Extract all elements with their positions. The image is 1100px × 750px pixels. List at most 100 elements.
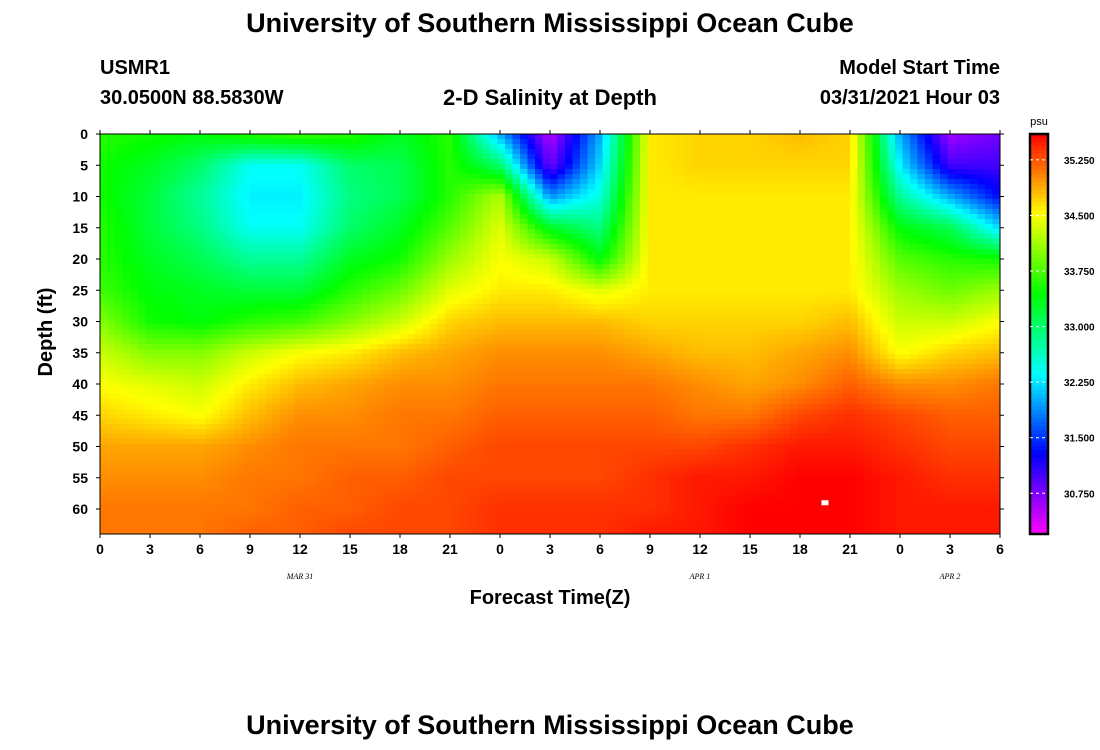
salinity-cell	[145, 154, 154, 160]
salinity-cell	[430, 224, 439, 230]
salinity-cell	[827, 144, 836, 150]
salinity-cell	[902, 244, 911, 250]
salinity-cell	[280, 319, 289, 325]
salinity-cell	[445, 144, 454, 150]
salinity-cell	[392, 264, 401, 270]
salinity-cell	[842, 179, 851, 185]
salinity-cell	[100, 284, 109, 290]
salinity-cell	[152, 269, 161, 275]
salinity-cell	[235, 184, 244, 190]
salinity-cell	[557, 249, 566, 255]
salinity-cell	[625, 199, 634, 205]
salinity-cell	[482, 294, 491, 300]
salinity-cell	[737, 184, 746, 190]
salinity-cell	[895, 179, 904, 185]
salinity-cell	[805, 229, 814, 235]
salinity-cell	[812, 279, 821, 285]
salinity-cell	[955, 324, 964, 330]
salinity-cell	[182, 239, 191, 245]
salinity-cell	[857, 154, 866, 160]
salinity-cell	[227, 219, 236, 225]
salinity-cell	[107, 144, 116, 150]
salinity-cell	[707, 259, 716, 265]
salinity-cell	[602, 144, 611, 150]
salinity-cell	[392, 274, 401, 280]
salinity-cell	[610, 174, 619, 180]
salinity-cell	[752, 279, 761, 285]
salinity-cell	[925, 249, 934, 255]
salinity-cell	[347, 299, 356, 305]
salinity-cell	[377, 194, 386, 200]
salinity-cell	[115, 164, 124, 170]
salinity-cell	[505, 174, 514, 180]
salinity-cell	[917, 289, 926, 295]
salinity-cell	[797, 179, 806, 185]
salinity-cell	[175, 299, 184, 305]
salinity-cell	[542, 274, 551, 280]
salinity-cell	[280, 154, 289, 160]
salinity-cell	[227, 299, 236, 305]
salinity-cell	[347, 254, 356, 260]
salinity-cell	[475, 234, 484, 240]
salinity-cell	[595, 164, 604, 170]
salinity-cell	[677, 239, 686, 245]
salinity-cell	[212, 319, 221, 325]
salinity-cell	[632, 304, 641, 310]
salinity-cell	[332, 179, 341, 185]
salinity-cell	[250, 184, 259, 190]
salinity-cell	[722, 239, 731, 245]
salinity-cell	[580, 179, 589, 185]
salinity-cell	[865, 249, 874, 255]
salinity-cell	[505, 314, 514, 320]
salinity-cell	[332, 209, 341, 215]
salinity-cell	[730, 209, 739, 215]
salinity-cell	[895, 134, 904, 140]
salinity-cell	[280, 329, 289, 335]
salinity-cell	[475, 269, 484, 275]
salinity-cell	[760, 224, 769, 230]
salinity-cell	[737, 239, 746, 245]
salinity-cell	[197, 299, 206, 305]
salinity-cell	[790, 334, 799, 340]
salinity-cell	[850, 239, 859, 245]
salinity-cell	[707, 139, 716, 145]
salinity-cell	[632, 154, 641, 160]
salinity-cell	[190, 229, 199, 235]
salinity-cell	[250, 259, 259, 265]
salinity-cell	[775, 184, 784, 190]
salinity-cell	[947, 279, 956, 285]
salinity-cell	[737, 149, 746, 155]
salinity-cell	[317, 254, 326, 260]
salinity-cell	[550, 209, 559, 215]
salinity-cell	[887, 289, 896, 295]
salinity-cell	[347, 279, 356, 285]
salinity-cell	[745, 249, 754, 255]
salinity-cell	[857, 134, 866, 140]
salinity-cell	[362, 159, 371, 165]
salinity-cell	[865, 179, 874, 185]
salinity-cell	[212, 244, 221, 250]
salinity-cell	[947, 324, 956, 330]
salinity-cell	[175, 214, 184, 220]
salinity-cell	[647, 269, 656, 275]
salinity-cell	[842, 159, 851, 165]
salinity-cell	[925, 169, 934, 175]
salinity-cell	[565, 189, 574, 195]
salinity-cell	[625, 304, 634, 310]
salinity-cell	[287, 164, 296, 170]
salinity-cell	[962, 319, 971, 325]
salinity-cell	[775, 159, 784, 165]
salinity-cell	[782, 299, 791, 305]
salinity-cell	[910, 164, 919, 170]
salinity-cell	[242, 254, 251, 260]
salinity-cell	[130, 294, 139, 300]
salinity-cell	[767, 154, 776, 160]
salinity-cell	[580, 199, 589, 205]
salinity-cell	[475, 319, 484, 325]
salinity-cell	[250, 314, 259, 320]
salinity-cell	[790, 234, 799, 240]
salinity-cell	[940, 169, 949, 175]
salinity-cell	[737, 234, 746, 240]
salinity-cell	[407, 269, 416, 275]
salinity-cell	[482, 219, 491, 225]
